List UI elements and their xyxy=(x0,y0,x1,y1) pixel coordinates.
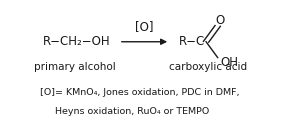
Text: [O]= KMnO₄, Jones oxidation, PDC in DMF,: [O]= KMnO₄, Jones oxidation, PDC in DMF, xyxy=(40,88,239,97)
Text: primary alcohol: primary alcohol xyxy=(34,62,116,72)
Text: R−C: R−C xyxy=(179,35,206,48)
Text: O: O xyxy=(216,14,225,27)
Text: [O]: [O] xyxy=(135,21,154,33)
Text: R−CH₂−OH: R−CH₂−OH xyxy=(43,35,111,48)
Text: Heyns oxidation, RuO₄ or TEMPO: Heyns oxidation, RuO₄ or TEMPO xyxy=(55,107,209,116)
Text: OH: OH xyxy=(220,56,238,69)
Text: carboxylic acid: carboxylic acid xyxy=(169,62,248,72)
